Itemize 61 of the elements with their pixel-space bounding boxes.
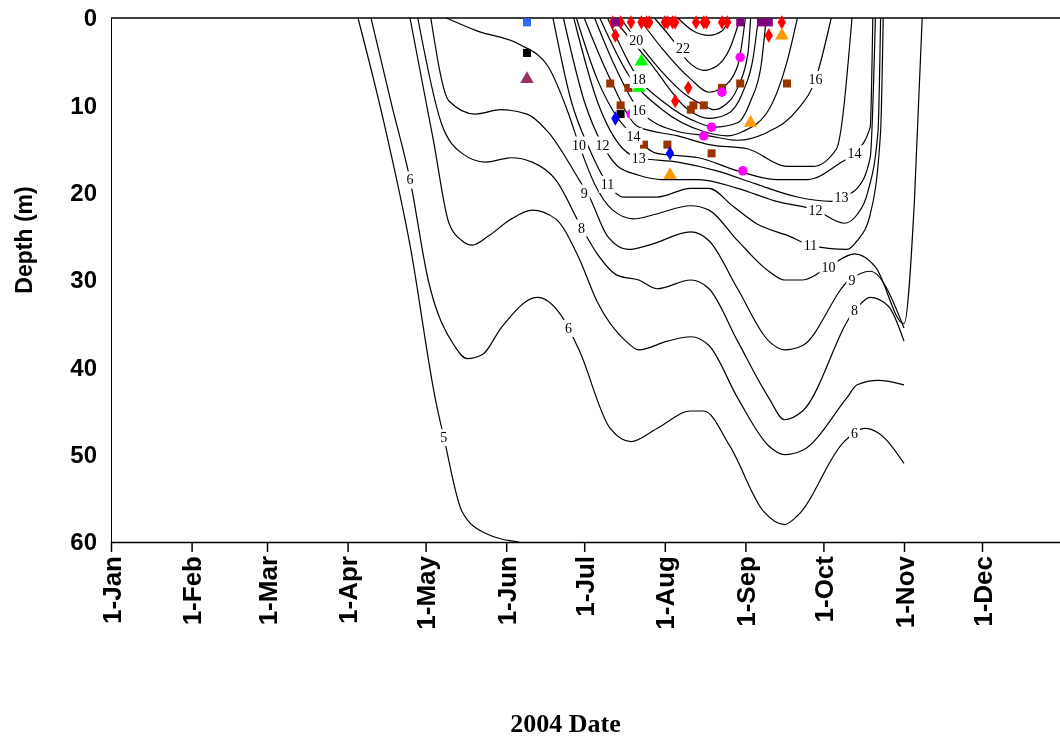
annotation: 12 (808, 203, 823, 219)
annotation: 16 (808, 72, 823, 88)
annotation: 16 (631, 102, 646, 118)
point (764, 18, 773, 27)
point (663, 140, 672, 149)
point (783, 79, 791, 88)
x-tick-label: 1-Sep (731, 556, 761, 627)
point (663, 167, 677, 180)
x-tick-label: 1-Dec (967, 556, 998, 627)
annotation: 14 (847, 146, 862, 162)
point (606, 79, 615, 88)
point (520, 71, 534, 84)
point (757, 18, 765, 27)
point (706, 122, 717, 132)
annotation: 9 (580, 185, 588, 201)
x-tick-label: 1-Oct (809, 555, 839, 623)
point (523, 48, 531, 57)
annotation: 6 (851, 425, 859, 441)
point (523, 18, 531, 27)
annotation: 6 (565, 320, 573, 336)
x-tick-label: 1-Aug (650, 556, 681, 630)
y-tick-label: 60 (70, 528, 97, 556)
y-tick-label: 40 (70, 353, 97, 381)
annotation: 11 (600, 176, 615, 192)
x-axis-title: 2004 Date (510, 709, 621, 738)
annotation: 18 (631, 72, 646, 88)
y-tick-label: 20 (70, 178, 97, 206)
x-tick-label: 1-Jan (96, 556, 127, 624)
x-tick-label: 1-Mar (252, 556, 283, 626)
annotation: 10 (821, 259, 836, 275)
point (735, 52, 745, 63)
point (736, 18, 745, 27)
x-tick-label: 1-Jun (491, 556, 522, 626)
y-tick-label: 0 (83, 4, 97, 32)
x-tick-label: 1-Nov (889, 555, 920, 629)
annotation: 22 (676, 41, 690, 57)
x-tick-label: 1-May (411, 555, 442, 630)
x-tick-label: 1-Feb (177, 556, 208, 626)
point (699, 101, 708, 110)
y-tick-label: 50 (70, 440, 97, 468)
annotation: 11 (803, 237, 818, 253)
annotation: 13 (631, 150, 646, 166)
y-tick-label: 30 (70, 266, 97, 294)
point (616, 101, 625, 110)
x-tick-label: 1-Apr (333, 556, 364, 624)
y-tick-label: 10 (70, 91, 97, 119)
y-axis-title: Depth (m) (11, 186, 37, 294)
point (699, 131, 709, 141)
point (707, 149, 716, 158)
point (775, 27, 789, 40)
point (736, 79, 745, 88)
annotation: 13 (834, 189, 849, 205)
point (717, 87, 727, 97)
annotation: 10 (572, 137, 586, 153)
point (689, 101, 698, 110)
x-tick-label: 1-Jul (569, 556, 600, 617)
point (738, 166, 748, 176)
annotation: 20 (629, 32, 644, 48)
annotation: 14 (626, 128, 641, 144)
annotation: 12 (595, 137, 610, 153)
point (616, 110, 625, 119)
